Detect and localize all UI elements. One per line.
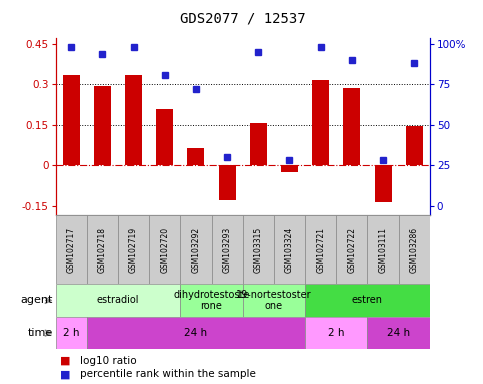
Bar	[118, 215, 149, 284]
Text: ■: ■	[60, 356, 71, 366]
Bar	[250, 123, 267, 165]
Bar	[374, 165, 392, 202]
Bar	[368, 317, 430, 349]
Text: 24 h: 24 h	[185, 328, 208, 338]
Bar	[281, 165, 298, 172]
Text: estradiol: estradiol	[97, 295, 139, 306]
Text: GSM102720: GSM102720	[160, 227, 169, 273]
Bar	[406, 126, 423, 165]
Bar	[212, 215, 242, 284]
Text: time: time	[28, 328, 53, 338]
Bar	[187, 147, 204, 165]
Bar	[368, 215, 398, 284]
Text: 24 h: 24 h	[387, 328, 410, 338]
Bar	[312, 80, 329, 165]
Text: GSM102722: GSM102722	[347, 227, 356, 273]
Text: GSM103315: GSM103315	[254, 227, 263, 273]
Bar	[87, 317, 305, 349]
Text: GDS2077 / 12537: GDS2077 / 12537	[180, 12, 306, 25]
Text: GSM102718: GSM102718	[98, 227, 107, 273]
Text: 2 h: 2 h	[328, 328, 344, 338]
Text: 19-nortestoster
one: 19-nortestoster one	[236, 290, 312, 311]
Bar	[242, 284, 305, 317]
Bar	[305, 317, 368, 349]
Bar	[274, 215, 305, 284]
Text: ■: ■	[60, 369, 71, 379]
Text: dihydrotestoste
rone: dihydrotestoste rone	[173, 290, 250, 311]
Bar	[87, 215, 118, 284]
Bar	[125, 75, 142, 165]
Text: estren: estren	[352, 295, 383, 306]
Bar	[149, 215, 180, 284]
Text: 2 h: 2 h	[63, 328, 79, 338]
Text: GSM103111: GSM103111	[379, 227, 387, 273]
Bar	[56, 284, 180, 317]
Text: GSM103292: GSM103292	[191, 227, 200, 273]
Bar	[94, 86, 111, 165]
Text: log10 ratio: log10 ratio	[80, 356, 136, 366]
Bar	[180, 215, 212, 284]
Bar	[242, 215, 274, 284]
Text: GSM103286: GSM103286	[410, 227, 419, 273]
Text: GSM102719: GSM102719	[129, 227, 138, 273]
Bar	[56, 317, 87, 349]
Bar	[343, 88, 360, 165]
Bar	[218, 165, 236, 200]
Bar	[156, 109, 173, 165]
Bar	[305, 215, 336, 284]
Text: percentile rank within the sample: percentile rank within the sample	[80, 369, 256, 379]
Text: agent: agent	[21, 295, 53, 306]
Text: GSM102717: GSM102717	[67, 227, 76, 273]
Bar	[56, 215, 87, 284]
Bar	[336, 215, 368, 284]
Text: GSM103324: GSM103324	[285, 227, 294, 273]
Bar	[180, 284, 242, 317]
Bar	[63, 75, 80, 165]
Text: GSM102721: GSM102721	[316, 227, 325, 273]
Bar	[305, 284, 430, 317]
Text: GSM103293: GSM103293	[223, 227, 232, 273]
Bar	[398, 215, 430, 284]
